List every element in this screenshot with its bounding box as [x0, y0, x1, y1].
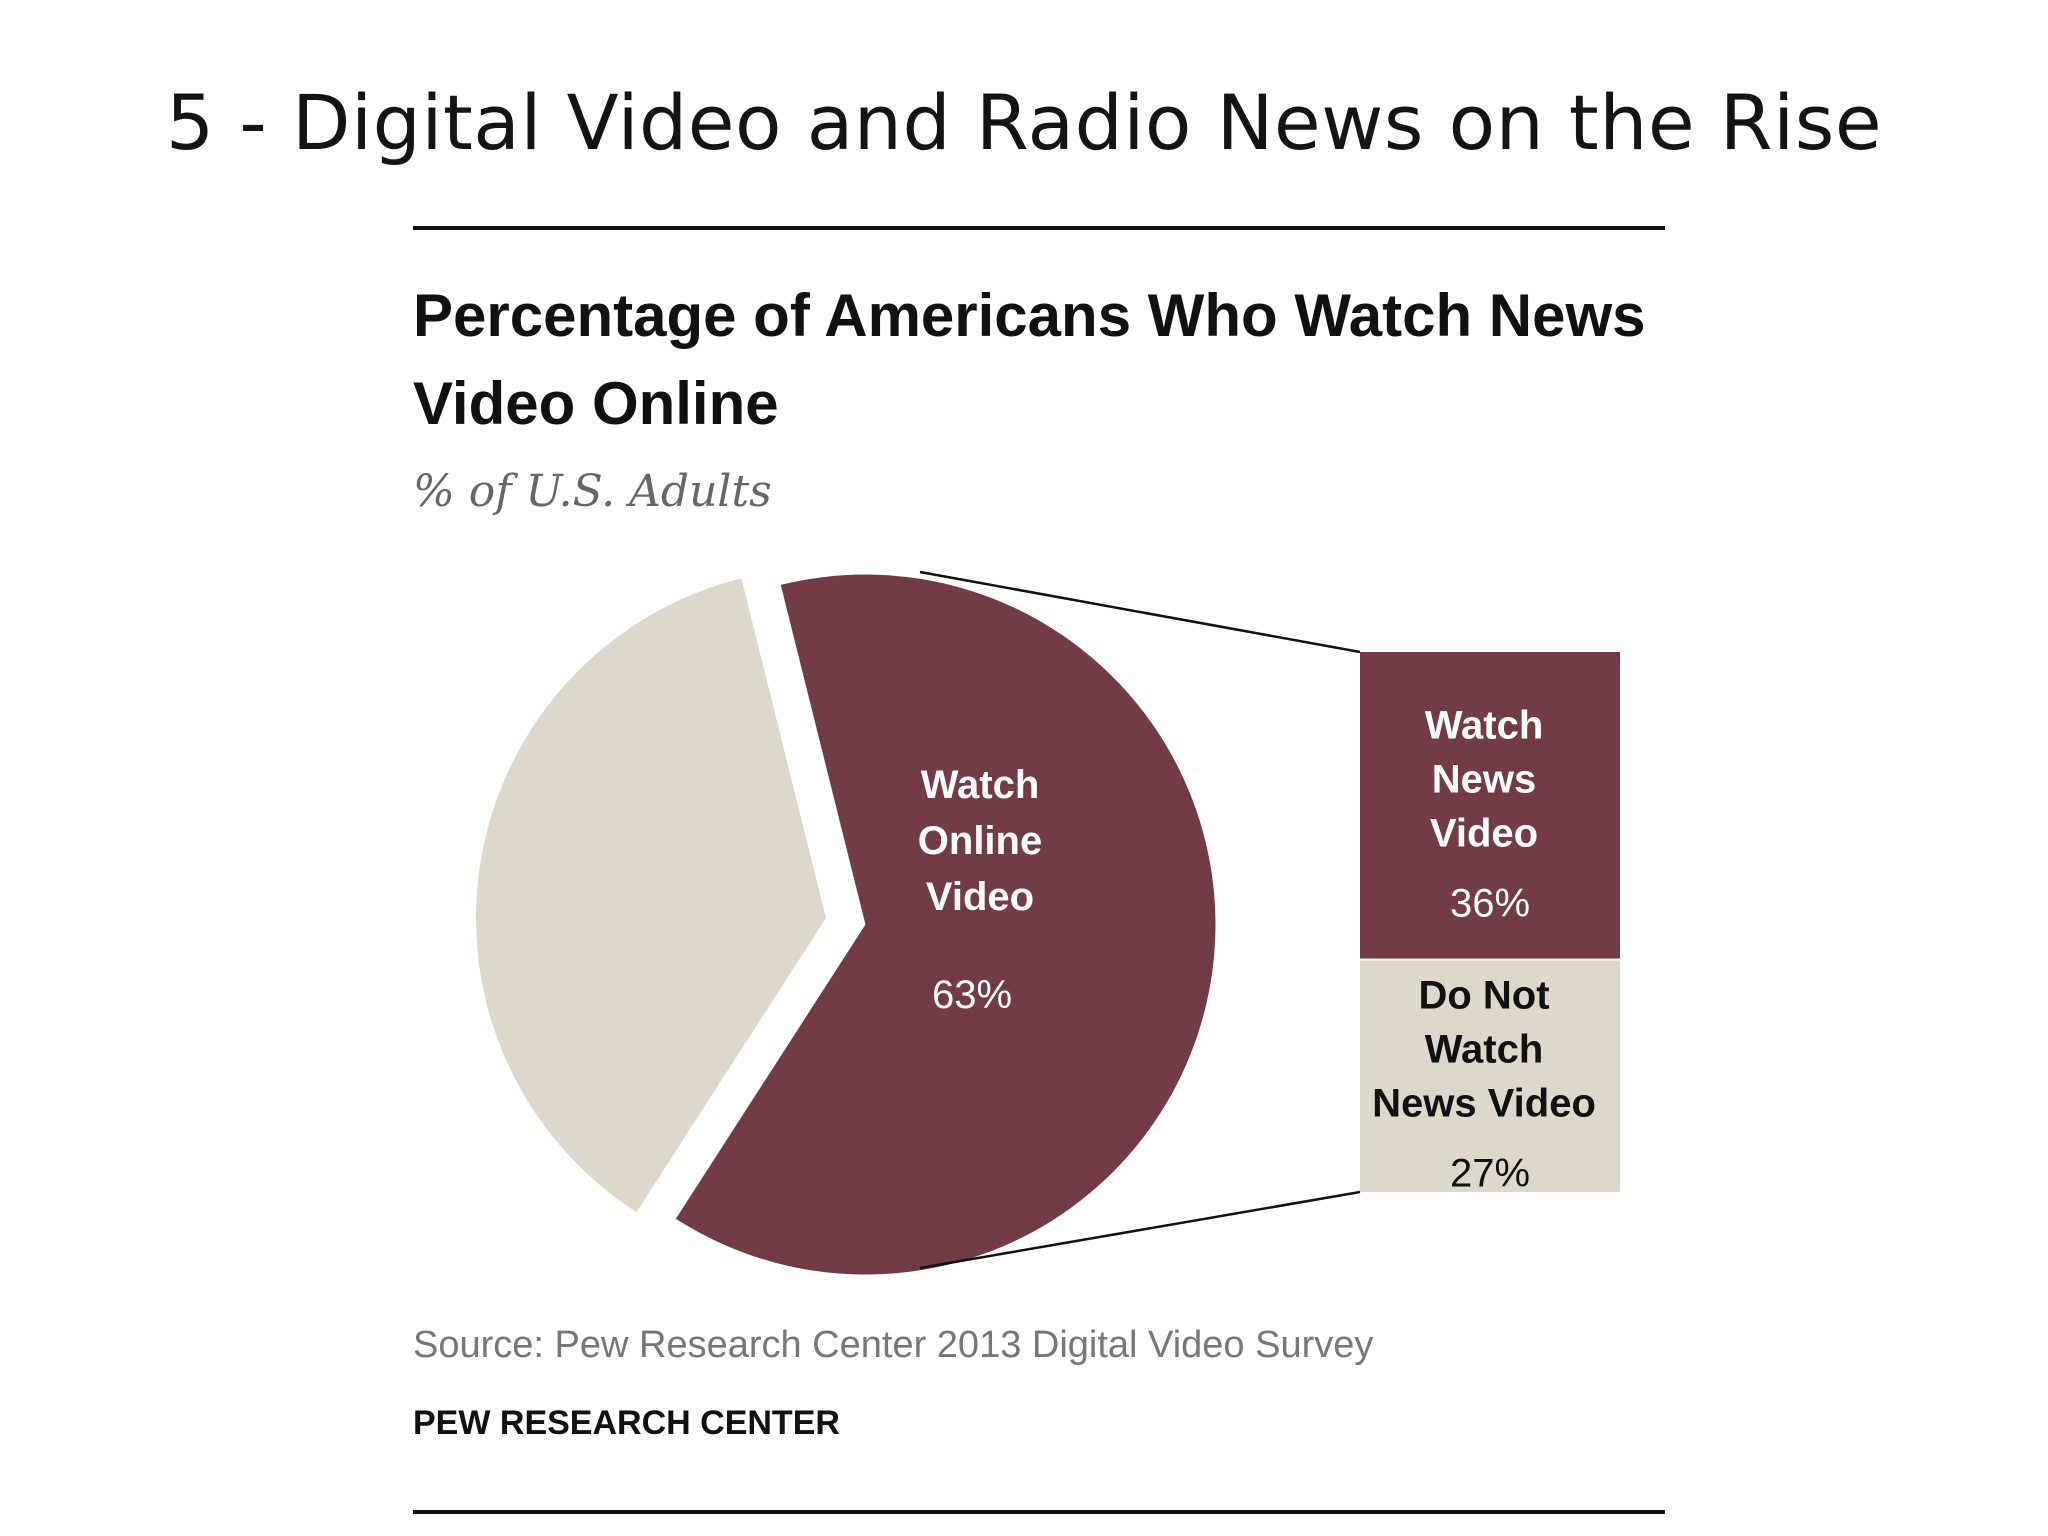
breakdown-label-line: Video: [1430, 811, 1538, 855]
breakdown-label-line: Watch: [1425, 703, 1544, 747]
pie-slice-0: [675, 574, 1216, 1275]
breakdown-bar: Watch News Video 36% Do Not Watch News Video 27…: [1360, 652, 1620, 1195]
pie-slice-1: [475, 578, 826, 1213]
breakdown-label-line: Watch: [1425, 1027, 1544, 1071]
breakdown-segment-0: [1360, 652, 1620, 959]
pie-slice-value-label: 63%: [932, 973, 1012, 1017]
top-divider: [413, 226, 1665, 230]
pie-slice-label-line: Online: [918, 819, 1042, 863]
credit-label: PEW RESEARCH CENTER: [413, 1404, 840, 1442]
slide-title: 5 - Digital Video and Radio News on the …: [165, 78, 1883, 167]
bottom-divider: [413, 1510, 1665, 1514]
chart-title: Percentage of Americans Who Watch News V…: [413, 282, 1646, 437]
connector-layer: [919, 570, 1361, 1270]
breakdown-segment-1: [1360, 960, 1620, 1192]
breakdown-value-label: 36%: [1450, 881, 1530, 925]
breakdown-value-label: 27%: [1450, 1151, 1530, 1195]
pie-slice-label-line: Watch: [921, 763, 1040, 807]
connector-line-bottom: [919, 1190, 1361, 1270]
breakdown-label-line: News Video: [1372, 1081, 1596, 1125]
chart-subtitle: % of U.S. Adults: [413, 466, 772, 517]
connector-line-top: [919, 570, 1361, 654]
breakdown-label-line: Do Not: [1418, 973, 1549, 1017]
source-note: Source: Pew Research Center 2013 Digital…: [413, 1324, 1374, 1366]
breakdown-label-line: News: [1432, 757, 1537, 801]
pie-slice-label-line: Video: [926, 875, 1034, 919]
pie-layer: Watch Online Video 63%: [475, 574, 1216, 1275]
